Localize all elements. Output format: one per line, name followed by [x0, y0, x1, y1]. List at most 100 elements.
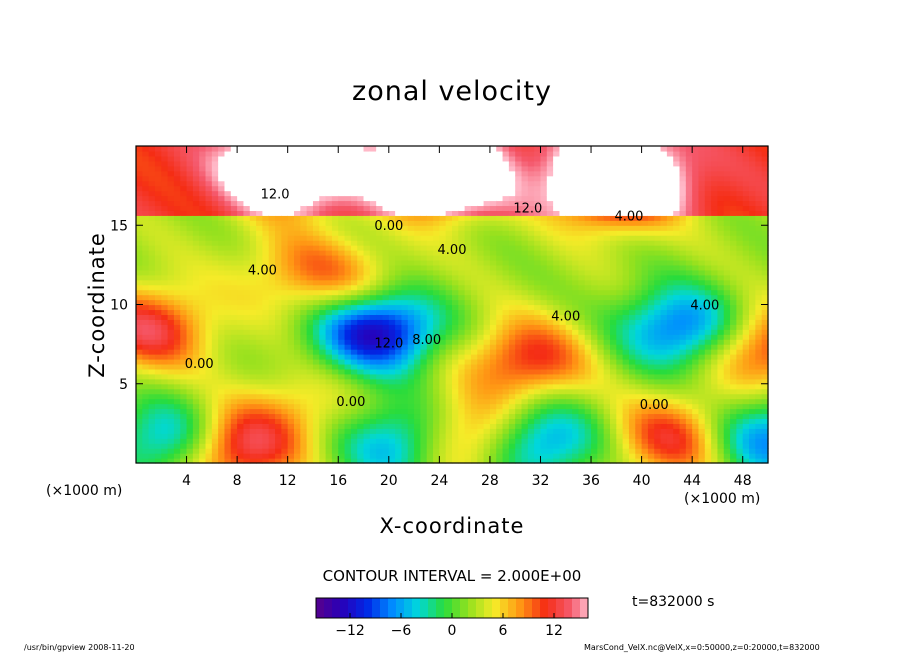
- heatmap-cell: [559, 230, 567, 236]
- heatmap-cell: [477, 354, 485, 360]
- heatmap-cell: [294, 334, 301, 340]
- heatmap-cell: [268, 259, 276, 266]
- heatmap-cell: [268, 289, 276, 296]
- heatmap-cell: [433, 289, 440, 296]
- heatmap-cell: [369, 195, 377, 202]
- heatmap-cell: [508, 299, 516, 306]
- heatmap-cell: [578, 423, 586, 429]
- heatmap-cell: [294, 245, 301, 251]
- heatmap-cell: [521, 155, 529, 162]
- heatmap-cell: [180, 200, 188, 207]
- heatmap-cell: [173, 146, 181, 152]
- heatmap-cell: [180, 358, 188, 365]
- heatmap-cell: [173, 319, 181, 325]
- heatmap-cell: [458, 190, 466, 197]
- heatmap-cell: [262, 358, 270, 365]
- heatmap-cell: [597, 289, 605, 296]
- heatmap-cell: [445, 408, 453, 415]
- heatmap-cell: [597, 150, 605, 157]
- heatmap-cell: [325, 245, 333, 251]
- heatmap-cell: [167, 225, 175, 231]
- heatmap-cell: [275, 215, 282, 221]
- heatmap-cell: [218, 373, 226, 380]
- heatmap-cell: [205, 349, 213, 355]
- heatmap-cell: [262, 165, 270, 172]
- heatmap-cell: [357, 428, 365, 434]
- heatmap-cell: [477, 225, 485, 231]
- heatmap-cell: [357, 349, 365, 355]
- heatmap-cell: [186, 230, 194, 236]
- heatmap-cell: [477, 245, 485, 251]
- heatmap-cell: [508, 289, 516, 296]
- heatmap-cell: [306, 393, 314, 400]
- heatmap-cell: [357, 269, 365, 276]
- heatmap-cell: [445, 215, 453, 221]
- heatmap-cell: [243, 458, 251, 464]
- heatmap-cell: [414, 448, 421, 454]
- heatmap-cell: [458, 146, 466, 152]
- heatmap-cell: [616, 200, 624, 207]
- heatmap-cell: [610, 324, 617, 330]
- heatmap-cell: [224, 344, 232, 350]
- heatmap-cell: [357, 235, 365, 241]
- heatmap-cell: [350, 388, 358, 395]
- heatmap-cell: [281, 448, 289, 454]
- heatmap-cell: [553, 329, 561, 335]
- heatmap-cell: [572, 378, 579, 385]
- heatmap-cell: [357, 146, 365, 152]
- heatmap-cell: [300, 324, 308, 330]
- heatmap-cell: [534, 180, 542, 187]
- heatmap-cell: [464, 423, 472, 429]
- heatmap-cell: [136, 378, 143, 385]
- heatmap-cell: [489, 339, 497, 345]
- heatmap-cell: [199, 349, 207, 355]
- heatmap-cell: [300, 433, 308, 439]
- heatmap-cell: [559, 314, 567, 320]
- heatmap-cell: [477, 383, 485, 390]
- heatmap-cell: [325, 458, 333, 464]
- heatmap-cell: [357, 339, 365, 345]
- heatmap-cell: [205, 448, 213, 454]
- heatmap-cell: [319, 180, 327, 187]
- heatmap-cell: [489, 240, 497, 246]
- heatmap-cell: [546, 259, 554, 266]
- heatmap-cell: [616, 383, 624, 390]
- heatmap-cell: [300, 329, 308, 335]
- heatmap-cell: [401, 443, 409, 449]
- heatmap-cell: [616, 289, 624, 296]
- heatmap-cell: [610, 403, 617, 410]
- heatmap-cell: [616, 443, 624, 449]
- heatmap-cell: [464, 443, 472, 449]
- heatmap-cell: [287, 368, 295, 375]
- heatmap-cell: [483, 354, 491, 360]
- heatmap-cell: [300, 378, 308, 385]
- heatmap-cell: [325, 433, 333, 439]
- heatmap-cell: [458, 245, 466, 251]
- heatmap-cell: [243, 235, 251, 241]
- heatmap-cell: [477, 433, 485, 439]
- heatmap-cell: [148, 254, 156, 261]
- heatmap-cell: [483, 309, 491, 315]
- heatmap-cell: [610, 235, 617, 241]
- heatmap-cell: [325, 274, 333, 281]
- heatmap-cell: [616, 230, 624, 236]
- heatmap-cell: [154, 393, 162, 400]
- heatmap-cell: [420, 254, 428, 261]
- heatmap-cell: [464, 438, 472, 444]
- heatmap-cell: [458, 448, 466, 454]
- heatmap-cell: [546, 453, 554, 459]
- heatmap-cell: [401, 368, 409, 375]
- heatmap-cell: [439, 175, 447, 182]
- heatmap-cell: [256, 423, 263, 429]
- heatmap-cell: [180, 388, 188, 395]
- heatmap-cell: [142, 170, 150, 177]
- heatmap-cell: [508, 175, 516, 182]
- heatmap-cell: [205, 319, 213, 325]
- heatmap-cell: [603, 180, 611, 187]
- heatmap-cell: [161, 378, 169, 385]
- heatmap-cell: [420, 190, 428, 197]
- heatmap-cell: [211, 458, 219, 464]
- heatmap-cell: [325, 299, 333, 306]
- heatmap-cell: [439, 304, 447, 311]
- heatmap-cell: [464, 274, 472, 281]
